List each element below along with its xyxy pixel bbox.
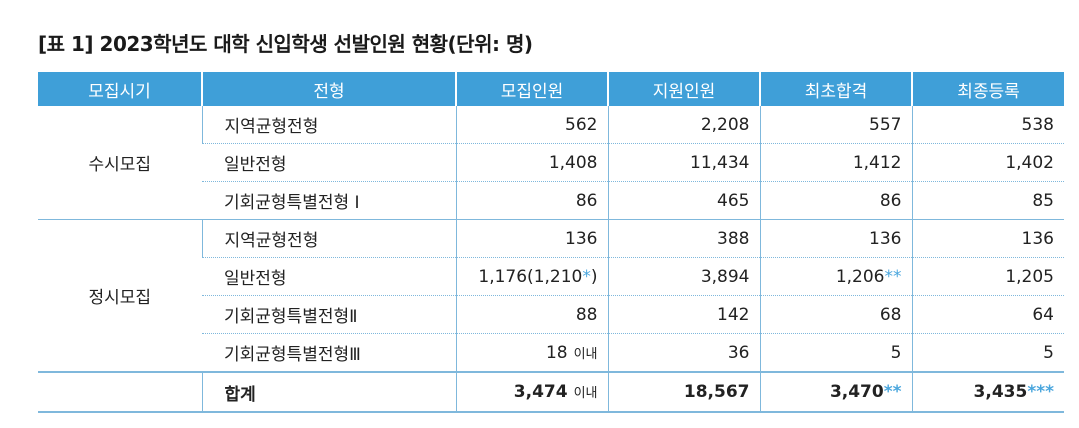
applicants-cell: 388 — [607, 219, 760, 258]
quota-value: 18 — [545, 342, 568, 363]
total-empty-cell — [38, 371, 202, 413]
total-quota-cell: 3,474 이내 — [455, 371, 608, 413]
total-final-value: 3,435 — [973, 382, 1028, 402]
quota-value: 1,176(1,210 — [478, 266, 583, 287]
table-title: [표 1] 2023학년도 대학 신입학생 선발인원 현황(단위: 명) — [38, 32, 533, 56]
quota-cell: 562 — [455, 106, 608, 144]
total-final-cell: 3,435*** — [911, 371, 1064, 413]
period-cell: 수시모집 — [38, 106, 202, 220]
quota-cell: 1,408 — [455, 143, 608, 182]
applicants-cell: 36 — [607, 333, 760, 373]
header-period: 모집시기 — [38, 72, 202, 106]
footnote-mark: *** — [1027, 382, 1054, 402]
final-cell: 538 — [911, 106, 1064, 144]
header-applicants: 지원인원 — [607, 72, 760, 106]
quota-cell: 136 — [455, 219, 608, 258]
table-row: 수시모집 지역균형전형 562 2,208 557 538 — [38, 106, 1064, 220]
header-initial: 최초합격 — [759, 72, 912, 106]
total-quota-note: 이내 — [573, 386, 598, 401]
initial-cell: 5 — [759, 333, 912, 373]
applicants-cell: 142 — [607, 295, 760, 334]
quota-cell: 18 이내 — [455, 333, 608, 373]
initial-cell: 136 — [759, 219, 912, 258]
quota-suffix: ) — [590, 266, 598, 287]
initial-value: 1,206 — [835, 266, 885, 287]
total-label: 합계 — [201, 371, 456, 413]
type-cell: 기회균형특별전형Ⅲ — [202, 333, 456, 373]
quota-cell: 88 — [455, 295, 608, 334]
total-initial-cell: 3,470** — [759, 371, 912, 413]
quota-cell: 1,176(1,210*) — [455, 257, 608, 296]
footnote-mark: * — [582, 266, 591, 287]
total-applicants-cell: 18,567 — [607, 371, 760, 413]
type-cell: 기회균형특별전형 Ⅰ — [202, 181, 456, 220]
applicants-cell: 2,208 — [607, 106, 760, 144]
final-cell: 136 — [911, 219, 1064, 258]
header-type: 전형 — [201, 72, 456, 106]
type-cell: 일반전형 — [202, 143, 456, 182]
initial-cell: 1,412 — [759, 143, 912, 182]
header-quota: 모집인원 — [455, 72, 608, 106]
final-cell: 1,402 — [911, 143, 1064, 182]
final-cell: 85 — [911, 181, 1064, 220]
applicants-cell: 11,434 — [607, 143, 760, 182]
footnote-mark: ** — [883, 382, 902, 402]
admission-table: 모집시기 전형 모집인원 지원인원 최초합격 최종등록 수시모집 지역균형전형 … — [38, 72, 1064, 413]
header-final: 최종등록 — [911, 72, 1064, 106]
type-cell: 기회균형특별전형Ⅱ — [202, 295, 456, 334]
type-cell: 일반전형 — [202, 257, 456, 296]
final-cell: 5 — [911, 333, 1064, 373]
table-row: 일반전형 1,176(1,210*) 3,894 1,206** 1,205 — [38, 257, 1064, 296]
final-cell: 64 — [911, 295, 1064, 334]
initial-cell: 68 — [759, 295, 912, 334]
type-cell: 지역균형전형 — [201, 106, 456, 144]
table-row: 기회균형특별전형Ⅲ 18 이내 36 5 5 — [38, 333, 1064, 373]
initial-cell: 86 — [759, 181, 912, 220]
header-row: 모집시기 전형 모집인원 지원인원 최초합격 최종등록 — [38, 72, 1064, 106]
initial-cell: 557 — [759, 106, 912, 144]
total-row: 합계 3,474 이내 18,567 3,470** 3,435*** — [38, 371, 1064, 413]
final-cell: 1,205 — [911, 257, 1064, 296]
initial-cell: 1,206** — [759, 257, 912, 296]
quota-note: 이내 — [573, 346, 598, 362]
applicants-cell: 465 — [607, 181, 760, 220]
table-row: 일반전형 1,408 11,434 1,412 1,402 — [38, 143, 1064, 182]
period-cell: 정시모집 — [38, 219, 202, 373]
total-initial-value: 3,470 — [829, 382, 884, 402]
quota-cell: 86 — [455, 181, 608, 220]
applicants-cell: 3,894 — [607, 257, 760, 296]
table-row: 정시모집 지역균형전형 136 388 136 136 — [38, 219, 1064, 373]
table-row: 기회균형특별전형Ⅱ 88 142 68 64 — [38, 295, 1064, 334]
type-cell: 지역균형전형 — [201, 219, 456, 258]
footnote-mark: ** — [884, 266, 902, 287]
table-row: 기회균형특별전형 Ⅰ 86 465 86 85 — [38, 181, 1064, 220]
total-quota-value: 3,474 — [513, 382, 568, 402]
